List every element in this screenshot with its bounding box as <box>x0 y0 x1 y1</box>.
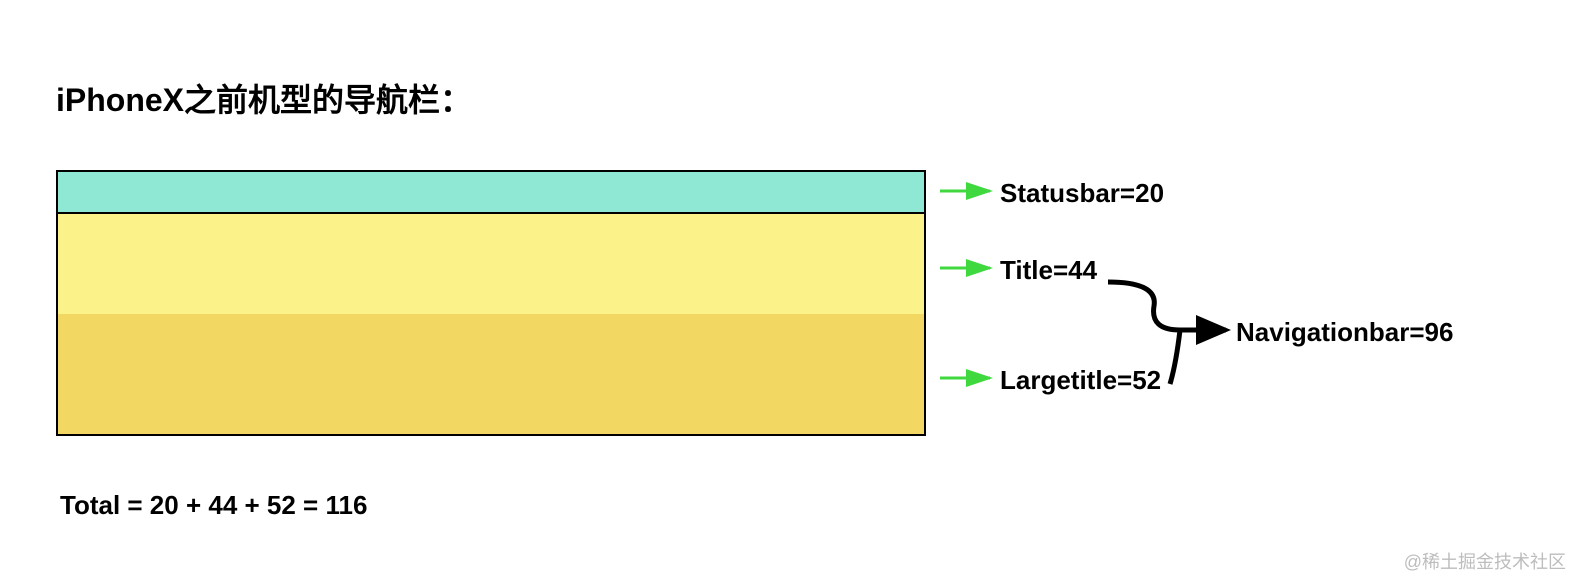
title-label: Title=44 <box>1000 255 1097 286</box>
title-curve <box>1108 282 1180 330</box>
largetitle-label: Largetitle=52 <box>1000 365 1161 396</box>
bars-container <box>56 170 926 436</box>
watermark-text: @稀土掘金技术社区 <box>1404 548 1566 574</box>
titlebar-rect <box>58 214 924 314</box>
statusbar-label: Statusbar=20 <box>1000 178 1164 209</box>
largetitle-curve <box>1170 330 1180 384</box>
navigationbar-label: Navigationbar=96 <box>1236 317 1453 348</box>
total-text: Total = 20 + 44 + 52 = 116 <box>60 490 367 521</box>
statusbar-rect <box>58 172 924 214</box>
largetitle-rect <box>58 314 924 434</box>
diagram-heading: iPhoneX之前机型的导航栏： <box>56 75 472 121</box>
